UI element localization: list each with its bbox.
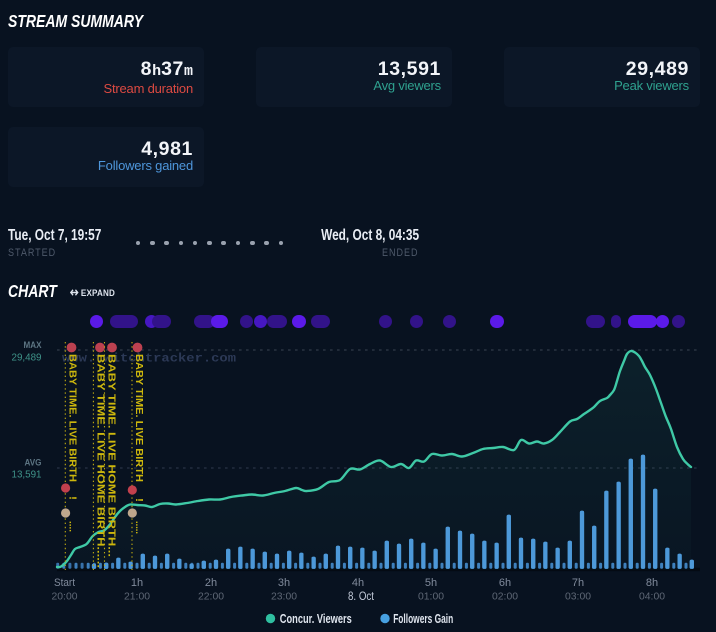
svg-text:3h: 3h: [278, 577, 290, 589]
svg-text:03:00: 03:00: [565, 591, 591, 603]
svg-text:BABY TIME. LIVE BIRTH: BABY TIME. LIVE BIRTH: [66, 354, 78, 482]
svg-text:....: ....: [66, 521, 78, 532]
svg-text:8h: 8h: [646, 577, 658, 589]
svg-text:29,489: 29,489: [12, 351, 42, 363]
svg-text:BABY TIME. LIVE HOME BIRTH...: BABY TIME. LIVE HOME BIRTH...: [106, 354, 118, 557]
svg-text:8. Oct: 8. Oct: [348, 591, 375, 603]
svg-text:1h: 1h: [131, 577, 143, 589]
svg-text:23:00: 23:00: [271, 591, 297, 603]
svg-text:22:00: 22:00: [198, 591, 224, 603]
svg-text:4h: 4h: [352, 577, 364, 589]
svg-text:5h: 5h: [425, 577, 437, 589]
svg-text:AVG: AVG: [25, 457, 42, 468]
svg-text:2h: 2h: [205, 577, 217, 589]
svg-text:02:00: 02:00: [492, 591, 518, 603]
svg-text:!: !: [66, 496, 78, 500]
svg-text:.....: .....: [133, 521, 145, 534]
svg-text:BABY TIME. LIVE HOME BIRTH....: BABY TIME. LIVE HOME BIRTH......: [94, 354, 106, 568]
svg-text:21:00: 21:00: [124, 591, 150, 603]
svg-text:13,591: 13,591: [12, 469, 42, 481]
svg-text:MAX: MAX: [24, 340, 43, 351]
svg-text:Start: Start: [54, 577, 75, 589]
svg-text:04:00: 04:00: [639, 591, 665, 603]
svg-text:BABY TIME. LIVE BIRTH: BABY TIME. LIVE BIRTH: [133, 354, 145, 482]
svg-text:01:00: 01:00: [418, 591, 444, 603]
svg-text:www.twitchtracker.com: www.twitchtracker.com: [62, 352, 236, 366]
svg-text:Concur. Viewers: Concur. Viewers: [280, 612, 352, 626]
svg-text:6h: 6h: [499, 577, 511, 589]
svg-text:!: !: [133, 498, 145, 502]
svg-text:Followers Gain: Followers Gain: [393, 612, 453, 626]
svg-text:20:00: 20:00: [52, 591, 78, 603]
svg-text:7h: 7h: [572, 577, 584, 589]
